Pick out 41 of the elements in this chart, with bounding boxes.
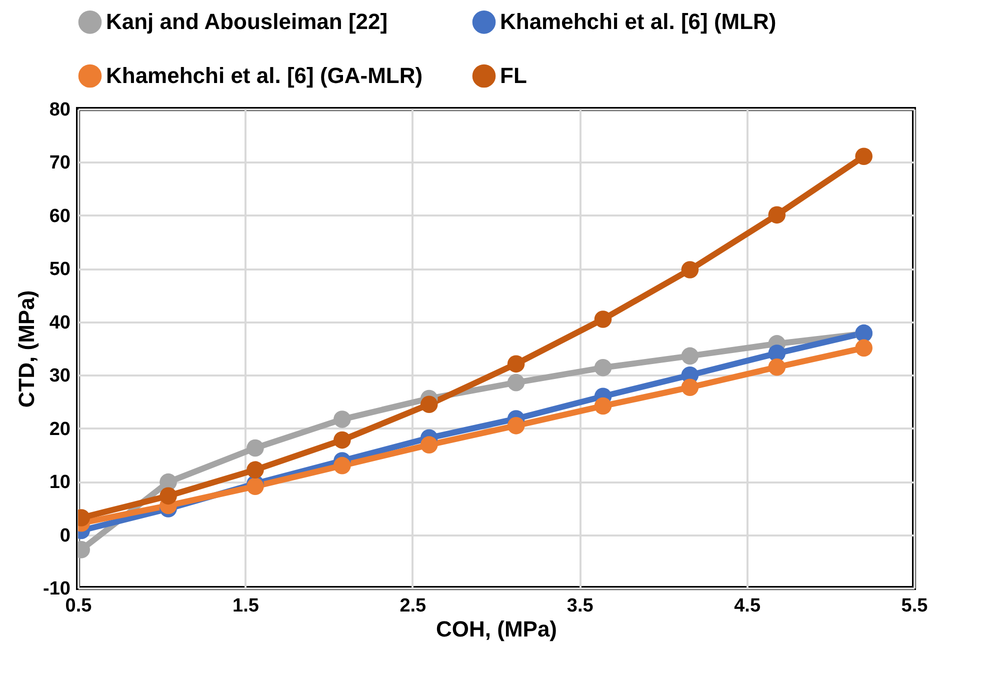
- point: [334, 456, 351, 474]
- point: [768, 358, 786, 376]
- point: [246, 461, 264, 478]
- y-tick-label: 60: [49, 206, 70, 227]
- point: [246, 439, 264, 457]
- point: [594, 397, 612, 415]
- point: [768, 206, 786, 224]
- y-tick-label: 0: [60, 525, 70, 546]
- point: [681, 378, 699, 396]
- y-tick-label: 20: [49, 418, 70, 440]
- x-tick-label: 1.5: [232, 596, 260, 616]
- x-tick-label: 2.5: [400, 596, 427, 616]
- point: [594, 359, 612, 376]
- y-tick-label: 50: [49, 259, 70, 280]
- y-tick-label: 80: [49, 100, 70, 120]
- legend-label: Khamehchi et al. [6] (GA-MLR): [106, 63, 423, 88]
- legend-label: FL: [500, 63, 527, 88]
- x-tick-label: 4.5: [734, 596, 761, 616]
- legend-label: Kanj and Abousleiman [22]: [106, 9, 388, 34]
- y-tick-label: 70: [49, 152, 70, 174]
- point: [334, 431, 351, 449]
- point: [507, 374, 525, 392]
- legend-label: Khamehchi et al. [6] (MLR): [500, 9, 776, 34]
- x-tick-label: 3.5: [566, 596, 594, 616]
- point: [594, 310, 612, 328]
- point: [855, 339, 872, 357]
- point: [420, 436, 438, 454]
- point: [681, 261, 699, 278]
- point: [681, 347, 699, 365]
- x-tick-label: 5.5: [901, 596, 928, 616]
- point: [507, 355, 525, 373]
- x-axis-title: COH, (MPa): [436, 616, 557, 642]
- y-tick-label: 30: [49, 366, 70, 387]
- point: [334, 410, 351, 428]
- point: [855, 148, 872, 166]
- point: [160, 487, 177, 505]
- y-axis-title: CTD, (MPa): [14, 290, 40, 408]
- point: [420, 396, 438, 414]
- point: [507, 417, 525, 434]
- y-tick-label: 40: [49, 312, 70, 334]
- y-tick-label: 10: [49, 472, 70, 494]
